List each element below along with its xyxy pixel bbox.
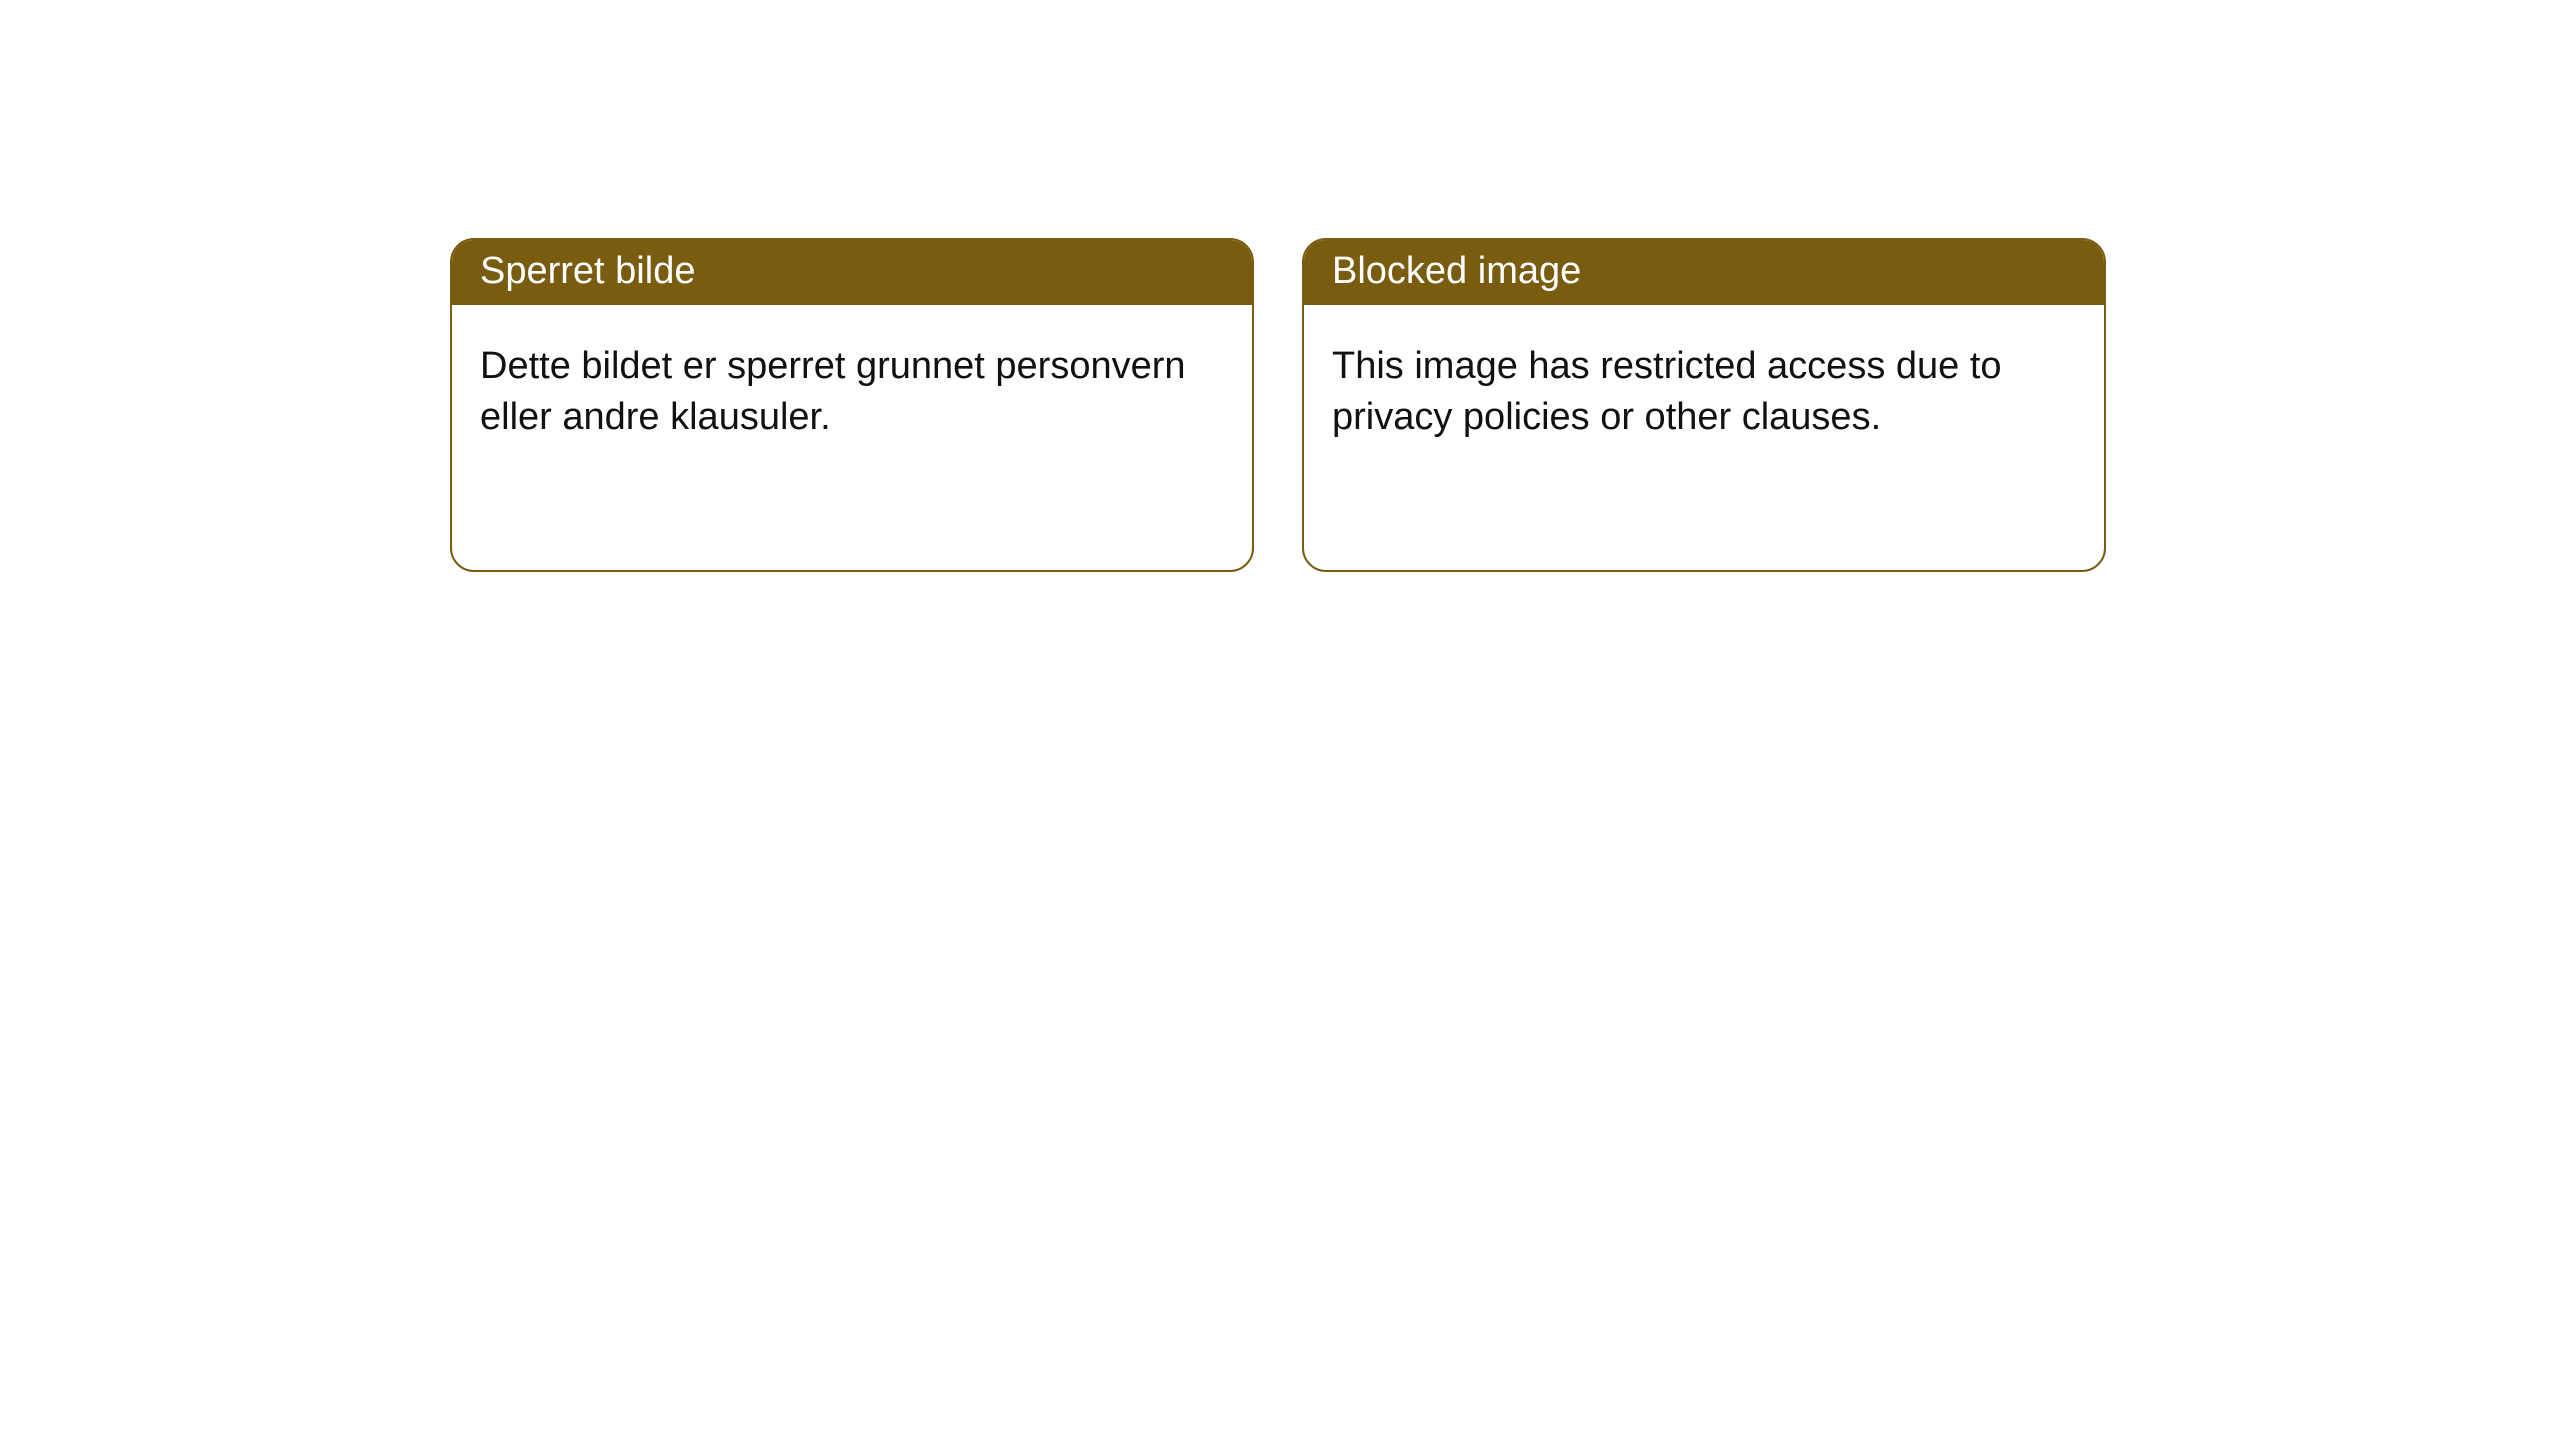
card-header-norwegian: Sperret bilde <box>452 240 1252 305</box>
card-body-norwegian: Dette bildet er sperret grunnet personve… <box>452 305 1252 480</box>
cards-container: Sperret bilde Dette bildet er sperret gr… <box>450 238 2106 572</box>
blocked-image-card-english: Blocked image This image has restricted … <box>1302 238 2106 572</box>
blocked-image-card-norwegian: Sperret bilde Dette bildet er sperret gr… <box>450 238 1254 572</box>
card-body-english: This image has restricted access due to … <box>1304 305 2104 480</box>
card-header-english: Blocked image <box>1304 240 2104 305</box>
